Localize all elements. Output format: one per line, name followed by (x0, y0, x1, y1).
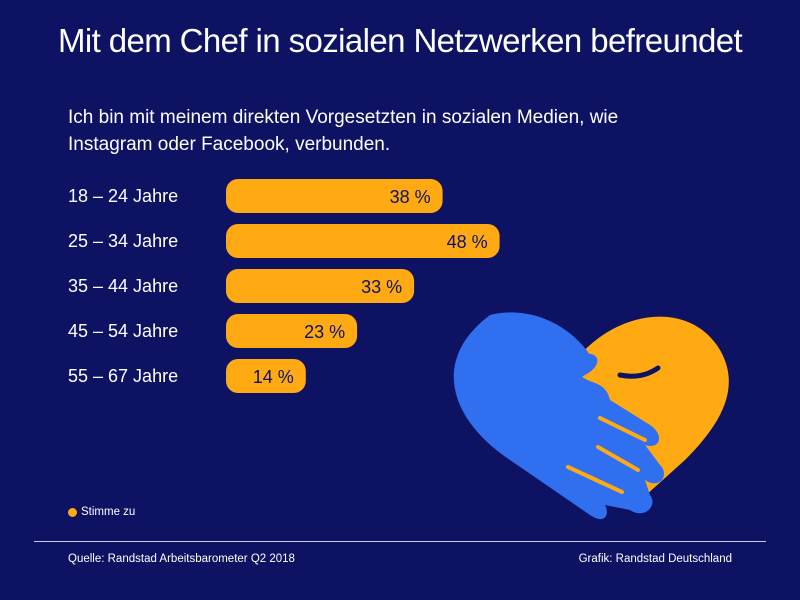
category-label: 35 – 44 Jahre (68, 276, 178, 296)
footer-divider (34, 541, 766, 542)
credit-note: Grafik: Randstad Deutschland (578, 553, 732, 565)
legend-swatch (68, 507, 77, 517)
chart-title: Mit dem Chef in sozialen Netzwerken befr… (57, 22, 743, 59)
category-label: 55 – 67 Jahre (68, 366, 178, 386)
category-label: 18 – 24 Jahre (68, 186, 178, 206)
bar-value-label: 14 % (253, 367, 294, 387)
finger-line (598, 416, 647, 442)
chart-subtitle: Ich bin mit meinem direkten Vorgesetzten… (68, 107, 619, 155)
bar (226, 179, 443, 213)
source-note: Quelle: Randstad Arbeitsbarometer Q2 201… (68, 553, 295, 565)
blue-thumb-shape (580, 353, 598, 378)
finger-line (566, 465, 624, 494)
bar-chart: 18 – 24 Jahre 38 % 25 – 34 Jahre 48 % 35 – 4… (68, 179, 500, 393)
bar (226, 224, 500, 258)
legend-label: Stimme zu (81, 506, 136, 518)
thumb-crease (617, 365, 661, 379)
finger-line (596, 445, 640, 472)
bar (226, 269, 415, 303)
category-label: 45 – 54 Jahre (68, 321, 178, 341)
category-label: 25 – 34 Jahre (68, 231, 178, 251)
bar (226, 359, 306, 393)
bar (226, 314, 358, 348)
blue-hand-shape (453, 312, 665, 520)
handshake-heart-illustration (453, 312, 729, 520)
legend: Stimme zu (68, 506, 135, 518)
bar-value-label: 23 % (304, 322, 345, 342)
bar-value-label: 48 % (447, 232, 488, 252)
bar-value-label: 33 % (361, 277, 402, 297)
bar-value-label: 38 % (390, 187, 431, 207)
